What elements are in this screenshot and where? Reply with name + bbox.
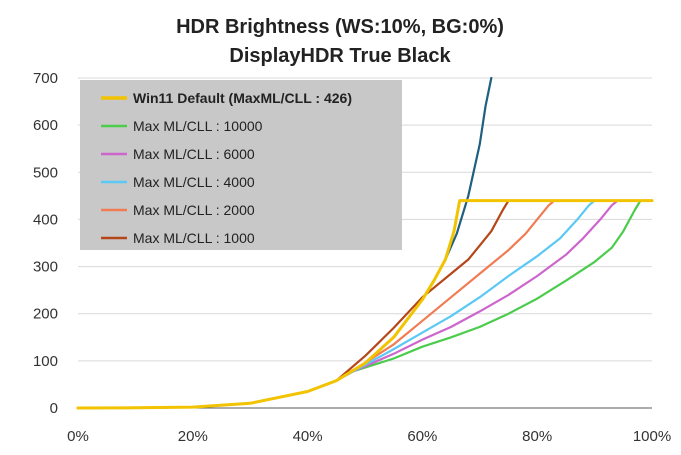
- legend-entry: Max ML/CLL : 2000: [133, 202, 255, 218]
- series-lines: [76, 76, 654, 410]
- y-tick-label: 200: [33, 306, 58, 323]
- x-tick-label: 20%: [178, 428, 208, 445]
- y-tick-label: 400: [33, 211, 58, 228]
- x-tick-label: 100%: [633, 428, 671, 445]
- x-tick-label: 60%: [407, 428, 437, 445]
- y-tick-label: 600: [33, 117, 58, 134]
- x-tick-label: 80%: [522, 428, 552, 445]
- chart-title: HDR Brightness (WS:10%, BG:0%): [176, 16, 504, 38]
- x-tick-label: 40%: [293, 428, 323, 445]
- y-tick-label: 100: [33, 353, 58, 370]
- chart-subtitle: DisplayHDR True Black: [229, 45, 451, 67]
- legend-entry: Win11 Default (MaxML/CLL : 426): [133, 90, 352, 106]
- y-tick-label: 500: [33, 164, 58, 181]
- y-tick-label: 300: [33, 259, 58, 276]
- legend-box: [80, 80, 402, 250]
- legend-entry: Max ML/CLL : 10000: [133, 118, 263, 134]
- legend: Win11 Default (MaxML/CLL : 426) Max ML/CL…: [80, 80, 402, 250]
- legend-entry: Max ML/CLL : 1000: [133, 230, 255, 246]
- series-line-1: [76, 199, 654, 410]
- y-tick-label: 700: [33, 70, 58, 87]
- legend-entry: Max ML/CLL : 4000: [133, 174, 255, 190]
- x-tick-label: 0%: [67, 428, 89, 445]
- tick-labels: 0 100 200 300 400 500 600 700 0% 20% 40% 60% 80% 100%: [33, 70, 671, 445]
- legend-entry: Max ML/CLL : 6000: [133, 146, 255, 162]
- y-tick-label: 0: [50, 400, 58, 417]
